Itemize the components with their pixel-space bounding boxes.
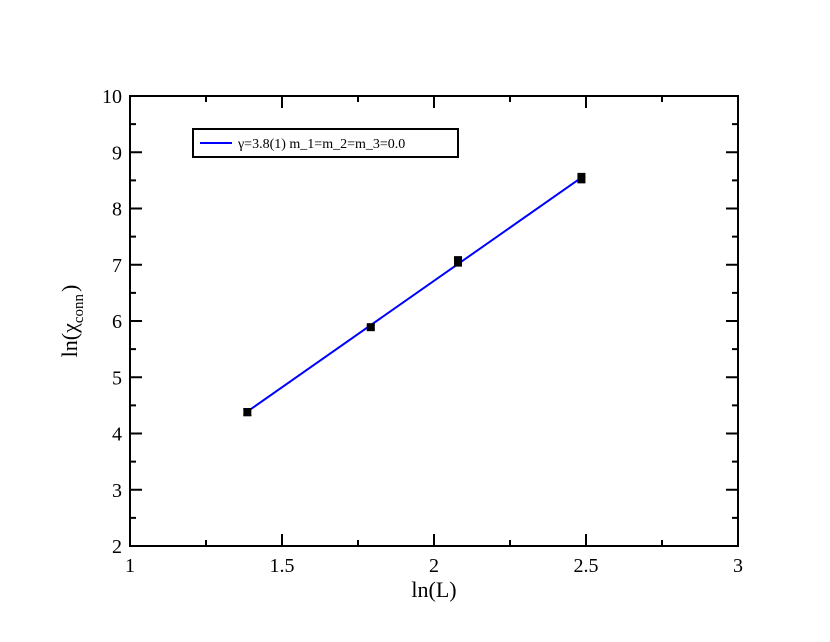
y-tick-label: 3: [112, 480, 122, 502]
x-tick-label: 2.5: [574, 555, 599, 577]
y-tick-label: 2: [112, 536, 122, 558]
legend-label: γ=3.8(1) m_1=m_2=m_3=0.0: [237, 137, 405, 152]
y-tick-label: 6: [112, 311, 122, 333]
y-axis-title-suffix: ): [57, 285, 82, 292]
legend-box: [192, 128, 459, 158]
data-layer: [243, 172, 586, 417]
x-tick-label: 1.5: [270, 555, 295, 577]
y-tick-label: 5: [112, 367, 122, 389]
data-point: [577, 174, 586, 183]
y-tick-label: 4: [112, 424, 122, 446]
data-point: [454, 257, 463, 266]
y-axis-title: ln(χconn): [57, 285, 87, 358]
y-axis-title-prefix: ln(: [57, 333, 82, 357]
fit-line: [246, 176, 583, 413]
y-tick-label: 7: [112, 255, 122, 277]
x-tick-label: 3: [733, 555, 743, 577]
y-tick-label: 9: [112, 142, 122, 164]
x-axis-title: ln(L): [411, 577, 456, 602]
y-tick-label: 8: [112, 199, 122, 221]
x-tick-label: 2: [429, 555, 439, 577]
legend: γ=3.8(1) m_1=m_2=m_3=0.0: [192, 128, 459, 158]
y-axis-title-subscript: conn: [71, 293, 87, 323]
y-axis-title-symbol: χ: [57, 323, 82, 334]
data-point: [366, 323, 375, 332]
plot-frame: [129, 95, 739, 547]
y-tick-label: 10: [102, 86, 122, 108]
x-tick-label: 1: [125, 555, 135, 577]
ticks-layer: 1 1.5 2 2.5 3 2 3 4 5 6 7 8 9 10: [102, 86, 743, 577]
data-point: [243, 408, 252, 417]
